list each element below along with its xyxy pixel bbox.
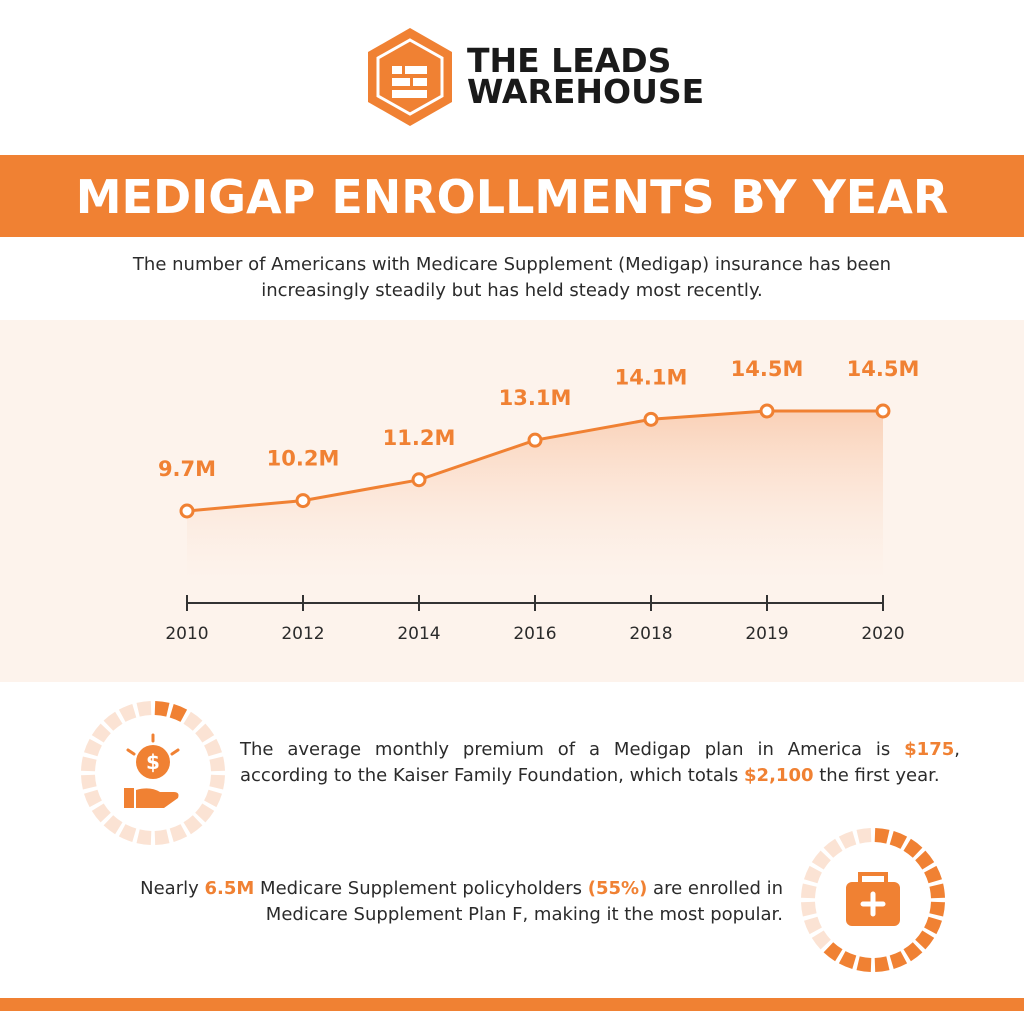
ring-segment (169, 824, 188, 842)
x-tick-label: 2014 (397, 624, 440, 644)
x-tick-label: 2016 (513, 624, 556, 644)
ring-segment (889, 951, 908, 969)
ring-segment (929, 901, 945, 917)
value-label: 9.7M (158, 457, 216, 481)
ring-segment (804, 865, 822, 884)
ring-segment (838, 951, 857, 969)
medical-bag-icon (846, 872, 900, 926)
ring-segment (183, 815, 203, 835)
ring-segment (154, 701, 170, 717)
ring-segment (801, 883, 817, 899)
value-label: 13.1M (499, 386, 572, 410)
point (875, 403, 891, 419)
ring-segment (903, 838, 923, 858)
ring-segment (856, 828, 872, 844)
ring-segment (924, 865, 942, 884)
ring-segment (209, 756, 225, 772)
logo-text: THE LEADS (467, 41, 671, 80)
highlight: $2,100 (744, 765, 814, 786)
fact: The average monthly premium of a Medigap… (240, 737, 960, 789)
ring-segment (91, 803, 111, 823)
point (643, 411, 659, 427)
ring-segment (91, 723, 111, 743)
highlight: 6.5M (204, 878, 255, 899)
ring-segment (209, 774, 225, 790)
point (527, 432, 543, 448)
ring-segment (84, 738, 102, 757)
ring-segment (195, 803, 215, 823)
x-tick-label: 2010 (165, 624, 208, 644)
point (179, 503, 195, 519)
ring-segment (874, 828, 890, 844)
ring-segment (804, 916, 822, 935)
ring-segment (811, 930, 831, 950)
title-band (0, 155, 1024, 237)
ring-segment (118, 704, 137, 722)
ring-segment (823, 942, 843, 962)
fact-text: Medicare Supplement policyholders (254, 878, 588, 899)
ring-segment (811, 850, 831, 870)
fact-text: The average monthly premium of a Medigap… (240, 739, 905, 760)
value-label: 11.2M (383, 426, 456, 450)
ring-segment (183, 711, 203, 731)
logo (368, 28, 452, 126)
ring-segment (889, 831, 908, 849)
point (411, 472, 427, 488)
point (759, 403, 775, 419)
ring-segment (874, 956, 890, 972)
x-tick-label: 2020 (861, 624, 904, 644)
ring-segment (801, 901, 817, 917)
ring-segment (838, 831, 857, 849)
ring-segment (915, 930, 935, 950)
ring-segment (118, 824, 137, 842)
value-label: 14.1M (615, 365, 688, 389)
x-tick-label: 2018 (629, 624, 672, 644)
ring-segment (81, 756, 97, 772)
ring-segment (924, 916, 942, 935)
ring-segment (204, 738, 222, 757)
ring-segment (84, 789, 102, 808)
title: MEDIGAP ENROLLMENTS BY YEAR (76, 170, 949, 224)
value-label: 14.5M (731, 357, 804, 381)
ring-segment (103, 815, 123, 835)
x-tick-label: 2012 (281, 624, 324, 644)
ring-segment (136, 701, 152, 717)
ring-segment (856, 956, 872, 972)
ring-segment (169, 704, 188, 722)
area (187, 411, 883, 580)
fact-text: the first year. (813, 765, 940, 786)
ring-segment (136, 829, 152, 845)
ring-segment (154, 829, 170, 845)
x-tick-label: 2019 (745, 624, 788, 644)
fact-text: are enrolled in Medicare Supplement Plan… (265, 878, 783, 925)
ring-segment (103, 711, 123, 731)
ring-segment (903, 942, 923, 962)
ring-segment (929, 883, 945, 899)
highlight: (55%) (587, 878, 648, 899)
ring-segment (204, 789, 222, 808)
footer-band (0, 998, 1024, 1011)
ring-segment (915, 850, 935, 870)
subtitle: The number of Americans with Medicare Su… (132, 254, 892, 301)
value-label: 10.2M (267, 447, 340, 471)
ring-segment (195, 723, 215, 743)
ring-segment (823, 838, 843, 858)
highlight: $175 (904, 739, 955, 760)
svg-text:$: $ (146, 750, 160, 774)
fact-text: , according to the Kaiser Family Foundat… (240, 739, 960, 786)
ring-segment (81, 774, 97, 790)
logo-text: WAREHOUSE (467, 72, 704, 111)
value-label: 14.5M (847, 357, 920, 381)
fact-text: Nearly (140, 878, 205, 899)
fact: Nearly 6.5M Medicare Supplement policyho… (60, 876, 783, 928)
point (295, 493, 311, 509)
money-icon: $ (124, 733, 180, 808)
